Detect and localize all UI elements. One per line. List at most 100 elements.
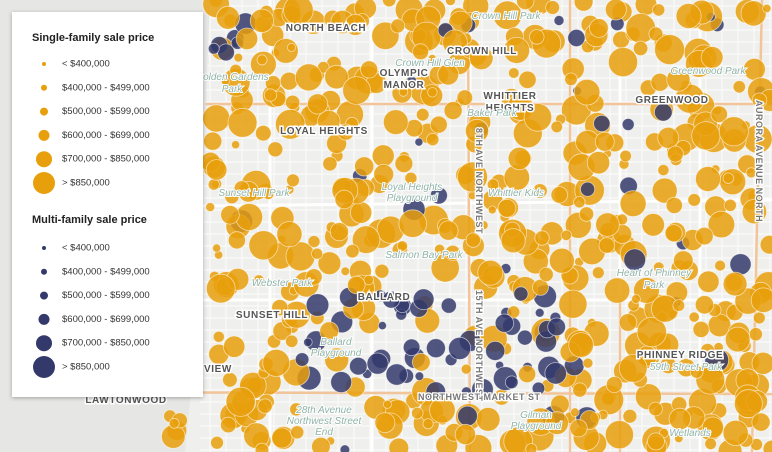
multi-family-sale (544, 362, 567, 385)
single-family-sale (762, 3, 772, 13)
single-family-sale (569, 419, 588, 438)
legend-swatch (38, 313, 50, 325)
single-family-sale (411, 406, 424, 420)
legend-label: > $850,000 (62, 178, 110, 189)
legend: Single-family sale price Multi-family sa… (12, 12, 203, 397)
single-family-sale (231, 140, 241, 150)
multi-family-sale (517, 329, 533, 346)
single-family-sale (573, 78, 601, 106)
single-family-sale (351, 225, 381, 254)
multi-family-sale (377, 321, 387, 331)
single-family-sale (508, 67, 520, 79)
multi-family-sale (303, 337, 313, 348)
multi-family-sale (580, 181, 596, 197)
single-family-sale (477, 259, 504, 286)
multi-family-sale (405, 75, 418, 89)
single-family-sale (654, 34, 685, 65)
single-family-sale (558, 289, 588, 319)
single-family-sale (305, 268, 323, 286)
single-family-sale (603, 277, 631, 304)
single-family-sale (429, 397, 456, 424)
multi-family-sale (653, 102, 673, 122)
single-family-sale (604, 420, 634, 450)
place-label: BALLARD (358, 292, 411, 303)
street-label: AURORA AVENUE NORTH (754, 100, 764, 222)
single-family-sale (651, 177, 678, 204)
single-family-sale (750, 287, 772, 313)
single-family-sale (344, 13, 367, 36)
single-family-sale (256, 54, 268, 66)
single-family-sale (454, 423, 476, 446)
multi-family-sale (414, 137, 424, 147)
single-family-sale (427, 54, 437, 64)
single-family-sale (233, 52, 244, 63)
single-family-sale (445, 0, 456, 6)
multi-family-sale (412, 288, 435, 311)
single-family-sale (311, 247, 324, 260)
single-family-sale (225, 386, 256, 417)
legend-label: $700,000 - $850,000 (62, 338, 150, 349)
single-family-sale (751, 351, 772, 375)
legend-swatch (40, 107, 48, 116)
single-family-sale (591, 266, 605, 280)
place-label: HEIGHTS (486, 103, 535, 114)
legend-label: < $400,000 (62, 243, 110, 254)
legend-label: $700,000 - $850,000 (62, 154, 150, 165)
legend-swatch (42, 62, 46, 66)
single-family-sale (700, 343, 715, 358)
single-family-sale (532, 183, 548, 199)
single-family-sale (223, 335, 246, 358)
single-family-sale (434, 243, 446, 255)
single-family-sale (707, 210, 736, 239)
single-family-sale (622, 408, 638, 424)
multi-family-sale (339, 444, 351, 452)
single-family-sale (202, 104, 231, 133)
single-family-sale (722, 419, 749, 446)
single-family-sale (222, 372, 238, 388)
single-family-sale (220, 77, 230, 86)
single-family-sale (564, 72, 578, 87)
legend-label: $500,000 - $599,000 (62, 106, 150, 117)
single-family-sale (286, 42, 296, 52)
single-family-sale (572, 382, 588, 398)
single-family-sale (618, 313, 638, 332)
single-family-sale (743, 58, 766, 81)
single-family-sale (307, 235, 321, 249)
single-family-sale (692, 320, 710, 338)
park-label: Loyal Heights (382, 182, 443, 193)
park-label: Golden Gardens (195, 72, 268, 83)
single-family-sale (340, 266, 351, 277)
single-family-sale (710, 105, 728, 124)
single-family-sale (694, 295, 715, 315)
single-family-sale (271, 299, 289, 317)
single-family-sale (254, 442, 270, 452)
place-label: MANOR (384, 80, 425, 91)
park-label: Wetlands (669, 428, 711, 439)
single-family-sale (354, 156, 375, 177)
park-label: Whittier Kids (488, 188, 544, 199)
sale-bubbles (161, 0, 772, 452)
single-family-sale (205, 159, 228, 181)
single-family-sale (674, 433, 684, 444)
multi-family-sale (567, 28, 586, 48)
single-family-sale (394, 154, 414, 173)
single-family-sale (317, 109, 341, 134)
single-family-sale (286, 173, 300, 188)
single-family-sale (349, 201, 373, 224)
legend-title: Multi-family sale price (32, 214, 147, 226)
single-family-sale (272, 38, 299, 64)
legend-swatch (42, 246, 46, 250)
single-family-sale (212, 243, 222, 253)
single-family-sale (605, 0, 627, 21)
single-family-sale (570, 407, 580, 417)
single-family-sale (294, 63, 323, 92)
single-family-sale (687, 193, 701, 207)
single-family-sale (748, 327, 763, 342)
park-label: Greenwood Park (670, 66, 746, 77)
single-family-sale (252, 274, 265, 287)
park-label: Sunset Hill Park (218, 188, 290, 199)
single-family-sale (437, 63, 460, 86)
single-family-sale (507, 305, 521, 319)
legend-swatch (36, 335, 52, 352)
park-label: 28th Avenue (295, 405, 352, 416)
